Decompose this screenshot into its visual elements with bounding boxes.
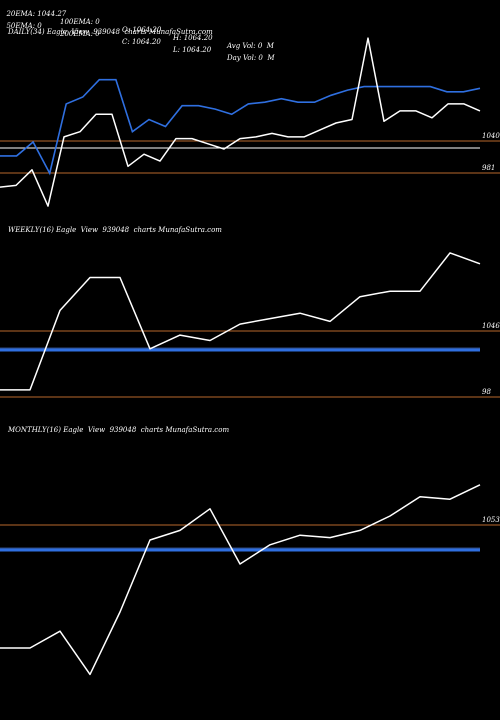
- daily-panel-title: DAILY(34) Eagle View 939048 charts Munaf…: [8, 28, 213, 36]
- close-readout: C: 1064.20: [122, 38, 161, 46]
- low-readout: L: 1064.20: [173, 46, 212, 54]
- level-label: 981: [482, 164, 495, 172]
- high-readout: H: 1064.20: [173, 34, 213, 42]
- level-label: 1040: [482, 132, 500, 140]
- level-label: 1046: [482, 322, 500, 330]
- open-readout: O: 1064.20: [122, 26, 162, 34]
- ema50-readout: 50EMA: 0: [6, 22, 42, 30]
- price-line: [0, 37, 481, 207]
- day-vol-readout: Day Vol: 0 M: [227, 54, 275, 62]
- header-row-2: 50EMA: 0 200EMA: 0 C: 1064.20 L: 1064.20…: [2, 14, 274, 62]
- weekly-chart: 1046 98: [0, 252, 500, 398]
- level-label: 98: [482, 388, 491, 396]
- ema100-readout: 100EMA: 0: [60, 18, 100, 26]
- daily-chart: 1040 981: [0, 37, 500, 207]
- ema20-readout: 20EMA: 1044.27: [6, 10, 67, 18]
- price-line: [0, 252, 481, 391]
- header-row-1: 20EMA: 1044.27 100EMA: 0 O: 1064.20 H: 1…: [2, 2, 274, 50]
- weekly-panel-title: WEEKLY(16) Eagle View 939048 charts Muna…: [8, 226, 222, 234]
- monthly-chart: 1053: [0, 484, 500, 676]
- level-label: 1053: [482, 516, 500, 524]
- ema-line: [0, 78, 481, 176]
- avg-vol-readout: Avg Vol: 0 M: [227, 42, 274, 50]
- monthly-panel-title: MONTHLY(16) Eagle View 939048 charts Mun…: [8, 426, 230, 434]
- ema200-readout: 200EMA: 0: [60, 30, 100, 38]
- price-line: [0, 484, 481, 676]
